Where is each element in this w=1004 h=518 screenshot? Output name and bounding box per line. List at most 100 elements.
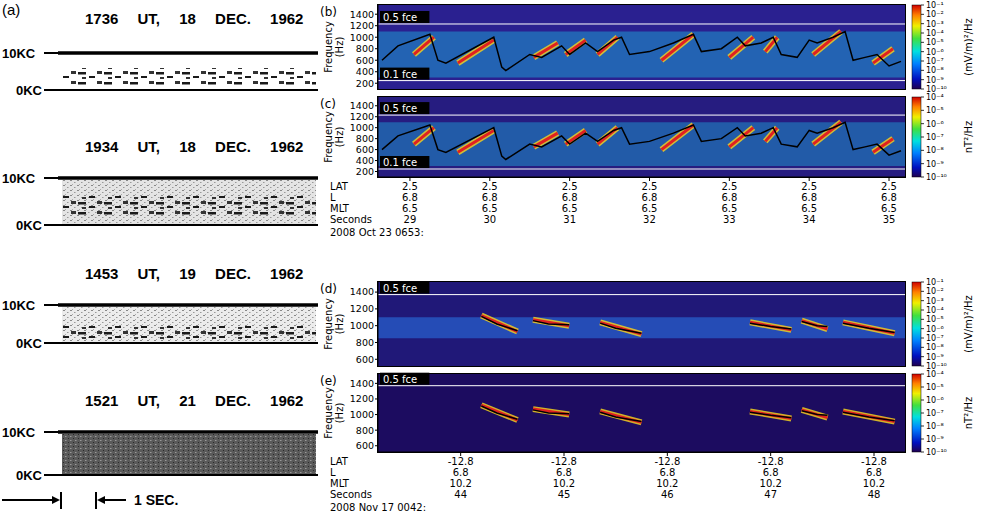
svg-text:34: 34 [803,214,816,225]
svg-text:0.1 fce: 0.1 fce [383,157,417,168]
svg-text:(mV/m)²/Hz: (mV/m)²/Hz [963,295,974,353]
svg-text:400: 400 [356,155,374,166]
svg-text:0KC: 0KC [16,83,43,98]
svg-text:LAT: LAT [330,456,349,467]
svg-text:10⁻⁷: 10⁻⁷ [926,409,944,418]
svg-text:(Hz): (Hz) [334,403,345,424]
svg-text:(d): (d) [320,282,337,296]
svg-text:6.8: 6.8 [801,192,817,203]
svg-text:0KC: 0KC [16,468,43,483]
svg-text:10⁻⁷: 10⁻⁷ [926,57,944,66]
svg-text:10⁻⁶: 10⁻⁶ [926,396,944,405]
svg-text:-12.8: -12.8 [551,456,577,467]
svg-text:-12.8: -12.8 [861,456,887,467]
svg-text:10⁻⁸: 10⁻⁸ [926,422,944,431]
svg-text:6.8: 6.8 [556,467,572,478]
svg-text:(mV/m)²/Hz: (mV/m)²/Hz [963,18,974,76]
svg-text:0KC: 0KC [16,336,43,351]
svg-text:10⁻⁸: 10⁻⁸ [926,343,944,352]
svg-text:10⁻⁵: 10⁻⁵ [926,106,944,115]
svg-text:2.5: 2.5 [482,181,498,192]
svg-text:1000: 1000 [350,320,374,331]
svg-text:10KC: 10KC [2,298,36,313]
svg-text:6.5: 6.5 [881,203,897,214]
svg-text:10⁻¹⁰: 10⁻¹⁰ [926,85,947,94]
svg-text:6.8: 6.8 [866,467,882,478]
svg-text:Seconds: Seconds [330,489,372,500]
svg-text:1200: 1200 [350,393,374,404]
svg-text:10⁻⁶: 10⁻⁶ [926,48,944,57]
svg-text:400: 400 [356,66,374,77]
svg-text:600: 600 [356,55,374,66]
svg-text:10.2: 10.2 [760,478,782,489]
svg-text:10⁻⁴: 10⁻⁴ [926,93,944,102]
svg-text:10⁻⁹: 10⁻⁹ [926,160,944,169]
svg-text:6.8: 6.8 [721,192,737,203]
svg-text:2.5: 2.5 [801,181,817,192]
svg-text:30: 30 [483,214,496,225]
svg-text:10KC: 10KC [2,425,36,440]
svg-text:10⁻¹⁰: 10⁻¹⁰ [926,362,947,371]
svg-text:6.8: 6.8 [642,192,658,203]
svg-text:1200: 1200 [350,303,374,314]
svg-text:10⁻¹⁰: 10⁻¹⁰ [926,173,947,182]
svg-text:10⁻⁷: 10⁻⁷ [926,133,944,142]
svg-text:6.5: 6.5 [562,203,578,214]
svg-text:1400: 1400 [350,100,374,111]
svg-text:29: 29 [404,214,417,225]
svg-text:10⁻⁷: 10⁻⁷ [926,334,944,343]
svg-text:Frequency: Frequency [323,387,334,439]
svg-text:(a): (a) [2,1,20,18]
svg-text:44: 44 [454,489,467,500]
svg-text:600: 600 [356,354,374,365]
svg-text:10.2: 10.2 [656,478,678,489]
svg-text:1 SEC.: 1 SEC. [134,492,178,508]
svg-text:0.1 fce: 0.1 fce [383,69,417,80]
svg-text:10⁻¹⁰: 10⁻¹⁰ [926,448,947,457]
svg-text:2.5: 2.5 [562,181,578,192]
svg-text:Frequency: Frequency [323,298,334,350]
svg-text:6.8: 6.8 [562,192,578,203]
svg-text:10.2: 10.2 [863,478,885,489]
svg-text:0.5 fce: 0.5 fce [383,374,417,385]
svg-text:6.8: 6.8 [763,467,779,478]
svg-text:6.5: 6.5 [642,203,658,214]
svg-text:1934 UT, 18 DEC. 1962: 1934 UT, 18 DEC. 1962 [85,138,303,155]
svg-text:1400: 1400 [350,9,374,20]
svg-text:6.5: 6.5 [801,203,817,214]
svg-text:10⁻⁸: 10⁻⁸ [926,66,944,75]
svg-text:MLT: MLT [330,203,350,214]
svg-text:10⁻⁹: 10⁻⁹ [926,435,944,444]
svg-text:2.5: 2.5 [642,181,658,192]
svg-text:6.8: 6.8 [402,192,418,203]
svg-text:10.2: 10.2 [450,478,472,489]
svg-text:10.2: 10.2 [553,478,575,489]
svg-text:10⁻⁴: 10⁻⁴ [926,306,944,315]
svg-text:-12.8: -12.8 [758,456,784,467]
svg-text:Seconds: Seconds [330,214,372,225]
svg-text:6.5: 6.5 [482,203,498,214]
svg-text:10⁻⁶: 10⁻⁶ [926,120,944,129]
svg-text:10⁻³: 10⁻³ [926,297,944,306]
svg-text:0.5 fce: 0.5 fce [383,12,417,23]
svg-text:33: 33 [723,214,736,225]
svg-text:10⁻⁹: 10⁻⁹ [926,353,944,362]
svg-text:(Hz): (Hz) [334,37,345,58]
svg-text:1400: 1400 [350,286,374,297]
svg-text:L: L [330,467,336,478]
svg-text:10⁻³: 10⁻³ [926,20,944,29]
svg-text:1521 UT, 21 DEC. 1962: 1521 UT, 21 DEC. 1962 [85,392,303,409]
svg-text:MLT: MLT [330,478,350,489]
svg-text:(Hz): (Hz) [334,314,345,335]
svg-text:10⁻⁵: 10⁻⁵ [926,38,944,47]
svg-text:10⁻⁸: 10⁻⁸ [926,146,944,155]
svg-text:6.8: 6.8 [659,467,675,478]
svg-text:48: 48 [868,489,881,500]
svg-text:0.5 fce: 0.5 fce [383,103,417,114]
svg-text:800: 800 [356,43,374,54]
svg-text:32: 32 [643,214,656,225]
svg-text:800: 800 [356,133,374,144]
svg-text:(b): (b) [320,5,337,19]
svg-text:0.5 fce: 0.5 fce [383,283,417,294]
svg-text:2008 Nov 17 0042:: 2008 Nov 17 0042: [330,502,426,513]
